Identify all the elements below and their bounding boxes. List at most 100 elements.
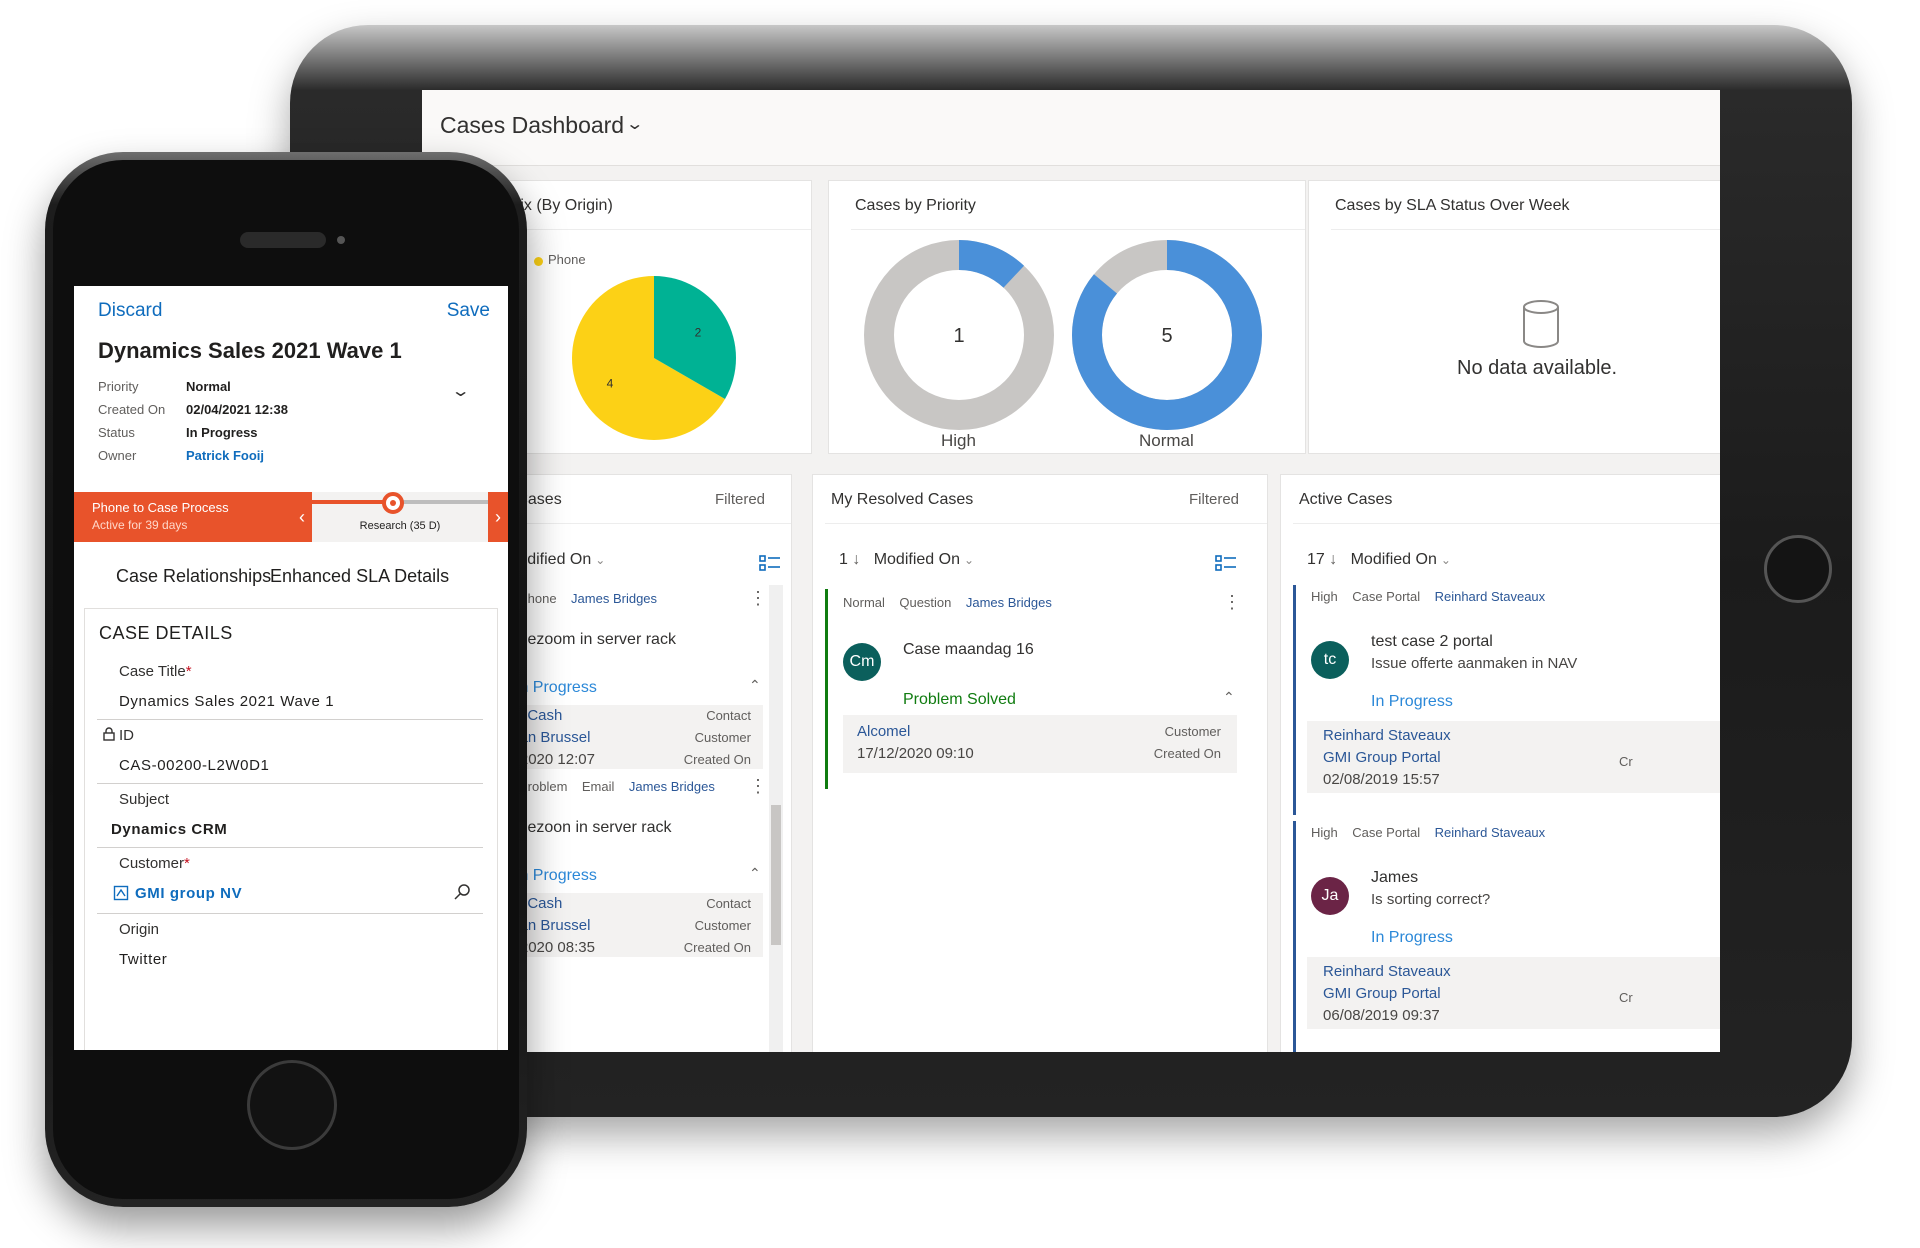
item-tags: Problem Email James Bridges xyxy=(519,779,715,794)
owner-link[interactable]: Patrick Fooij xyxy=(186,448,265,463)
filtered-label: Filtered xyxy=(1189,491,1240,508)
chevron-down-icon: ⌄ xyxy=(963,553,975,567)
selected-indicator xyxy=(1293,585,1296,815)
item-details: nny Cash k Van Brussel 06/2020 08:35 Con… xyxy=(499,893,763,957)
tablet-home-button xyxy=(1764,535,1832,603)
priority-label: Priority xyxy=(98,379,139,394)
pie-slice[interactable] xyxy=(572,276,726,440)
resolved-list-card: My Resolved Cases Filtered 1 ↓ Modified … xyxy=(812,474,1268,1052)
current-stage-label[interactable]: Research (35 D) xyxy=(359,520,441,532)
pie-slice-label: 2 xyxy=(695,326,702,340)
avatar: Ja xyxy=(1311,877,1349,915)
chevron-up-icon[interactable]: ⌃ xyxy=(1223,689,1235,705)
dashboard-screen: Cases Dashboard ⌄ Mix (By Origin) Phone … xyxy=(422,90,1720,1052)
tab-enhanced-sla-details[interactable]: Enhanced SLA Details xyxy=(270,566,450,586)
sort-dropdown[interactable]: 1 ↓ Modified On ⌄ xyxy=(839,551,975,568)
item-tags: High Case Portal Reinhard Staveaux xyxy=(1311,589,1546,604)
status-value: In Progress xyxy=(186,425,258,440)
case-details-section: CASE DETAILS Case Title* Dynamics Sales … xyxy=(84,608,498,1050)
more-options-icon[interactable]: ⋮ xyxy=(1223,592,1241,612)
origin-field[interactable]: Twitter xyxy=(119,951,168,968)
created-on-value: 02/04/2021 12:38 xyxy=(186,402,288,417)
item-tags: High Case Portal Reinhard Staveaux xyxy=(1311,825,1546,840)
process-progress-fill xyxy=(312,500,392,504)
chart-title: Mix (By Origin) xyxy=(507,197,613,214)
active-stage-marker[interactable] xyxy=(382,492,404,514)
view-options-icon[interactable] xyxy=(1215,555,1237,571)
save-button[interactable]: Save xyxy=(446,300,490,321)
list-title: My Resolved Cases xyxy=(831,491,974,508)
business-process-flow: Phone to Case Process Active for 39 days… xyxy=(74,492,508,542)
dashboard-title[interactable]: Cases Dashboard xyxy=(440,112,625,138)
chevron-down-icon: ⌄ xyxy=(595,553,606,567)
item-details: Reinhard Staveaux GMI Group Portal 02/08… xyxy=(1307,721,1720,793)
pie-slice[interactable] xyxy=(654,276,736,399)
created-on-value: 17/12/2020 09:10 xyxy=(857,745,974,762)
origin-pie-chart[interactable]: 42 xyxy=(569,273,739,443)
item-details: Alcomel 17/12/2020 09:10 Customer Create… xyxy=(843,715,1237,773)
chevron-left-icon[interactable]: ‹ xyxy=(292,492,312,542)
no-data-message: No data available. xyxy=(1457,357,1618,379)
avatar: tc xyxy=(1311,641,1349,679)
expand-header-icon[interactable]: ⌄ xyxy=(450,383,471,400)
discard-button[interactable]: Discard xyxy=(98,300,163,321)
chart-title: Cases by Priority xyxy=(855,197,976,214)
item-title[interactable]: Case maandag 16 xyxy=(903,641,1034,658)
case-form-screen: Discard Save Dynamics Sales 2021 Wave 1 … xyxy=(74,286,508,1050)
section-title: CASE DETAILS xyxy=(99,623,233,643)
donut-normal-label: Normal xyxy=(1139,431,1194,450)
more-options-icon[interactable]: ⋮ xyxy=(749,776,767,796)
item-title[interactable]: test case 2 portal xyxy=(1371,633,1493,650)
list-item[interactable]: Problem Email James Bridges ⋮ Gezoon in … xyxy=(422,773,767,957)
phone-speaker xyxy=(240,232,326,248)
list-item[interactable]: High Case Portal Reinhard Staveaux tc te… xyxy=(1293,585,1720,815)
legend-label-phone: Phone xyxy=(548,252,586,267)
subject-field[interactable]: Dynamics CRM xyxy=(111,821,228,838)
item-status: In Progress xyxy=(1371,929,1453,946)
item-subtitle: Is sorting correct? xyxy=(1371,891,1491,908)
scrollbar-thumb[interactable] xyxy=(771,805,781,945)
created-on-label: Created On xyxy=(98,402,166,417)
origin-label: Origin xyxy=(119,921,160,938)
phone-camera xyxy=(337,236,345,244)
process-stage-button[interactable]: Phone to Case Process Active for 39 days xyxy=(74,492,292,542)
truncated-label: Cr xyxy=(1619,990,1633,1005)
donut-normal-chart[interactable]: 5 xyxy=(1071,239,1263,431)
sort-descending-icon: ↓ xyxy=(1329,551,1338,568)
chevron-up-icon[interactable]: ⌃ xyxy=(749,677,761,693)
chevron-down-icon: ⌄ xyxy=(1440,553,1451,567)
donut-normal-segment xyxy=(1072,240,1262,430)
search-icon[interactable] xyxy=(453,883,471,901)
chevron-down-icon[interactable]: ⌄ xyxy=(625,116,645,133)
item-tags: Normal Question James Bridges xyxy=(843,595,1052,610)
view-options-icon[interactable] xyxy=(759,555,781,571)
item-details: nny Cash k Van Brussel 06/2020 12:07 Con… xyxy=(499,705,763,769)
more-options-icon[interactable]: ⋮ xyxy=(749,588,767,608)
id-label: ID xyxy=(119,727,134,744)
sla-chart-card: Cases by SLA Status Over Week No data av… xyxy=(1308,180,1720,454)
list-item[interactable]: High Case Portal Reinhard Staveaux Ja Ja… xyxy=(1293,821,1720,1052)
customer-lookup-link[interactable]: GMI group NV xyxy=(135,885,243,902)
active-list-card: Active Cases 17 ↓ Modified On ⌄ High Case… xyxy=(1280,474,1720,1052)
item-details: Reinhard Staveaux GMI Group Portal 06/08… xyxy=(1307,957,1720,1029)
customer-value: Alcomel xyxy=(857,723,911,740)
donut-high-value: 1 xyxy=(953,325,964,347)
priority-chart-card: Cases by Priority 1 High 5 Normal xyxy=(828,180,1306,454)
status-label: Status xyxy=(98,425,135,440)
tab-case-relationships[interactable]: Case Relationships xyxy=(116,566,272,586)
item-status: Problem Solved xyxy=(903,691,1016,708)
item-title[interactable]: Gezoom in server rack xyxy=(515,631,676,648)
list-item[interactable]: Normal Question James Bridges ⋮ Cm Case … xyxy=(825,589,1245,789)
priority-value: Normal xyxy=(186,379,231,394)
case-title-field[interactable]: Dynamics Sales 2021 Wave 1 xyxy=(119,693,335,710)
owner-label: Owner xyxy=(98,448,137,463)
chevron-up-icon[interactable]: ⌃ xyxy=(749,865,761,881)
item-title[interactable]: James xyxy=(1371,869,1419,886)
donut-high-chart[interactable]: 1 xyxy=(863,239,1055,431)
database-icon xyxy=(1523,300,1559,348)
form-tabs: Case Relationships Enhanced SLA Details xyxy=(74,556,508,600)
chevron-right-icon[interactable]: › xyxy=(488,492,508,542)
item-title[interactable]: Gezoon in server rack xyxy=(515,819,672,836)
sort-dropdown[interactable]: 17 ↓ Modified On ⌄ xyxy=(1307,551,1451,568)
case-title-label: Case Title* xyxy=(119,663,192,680)
